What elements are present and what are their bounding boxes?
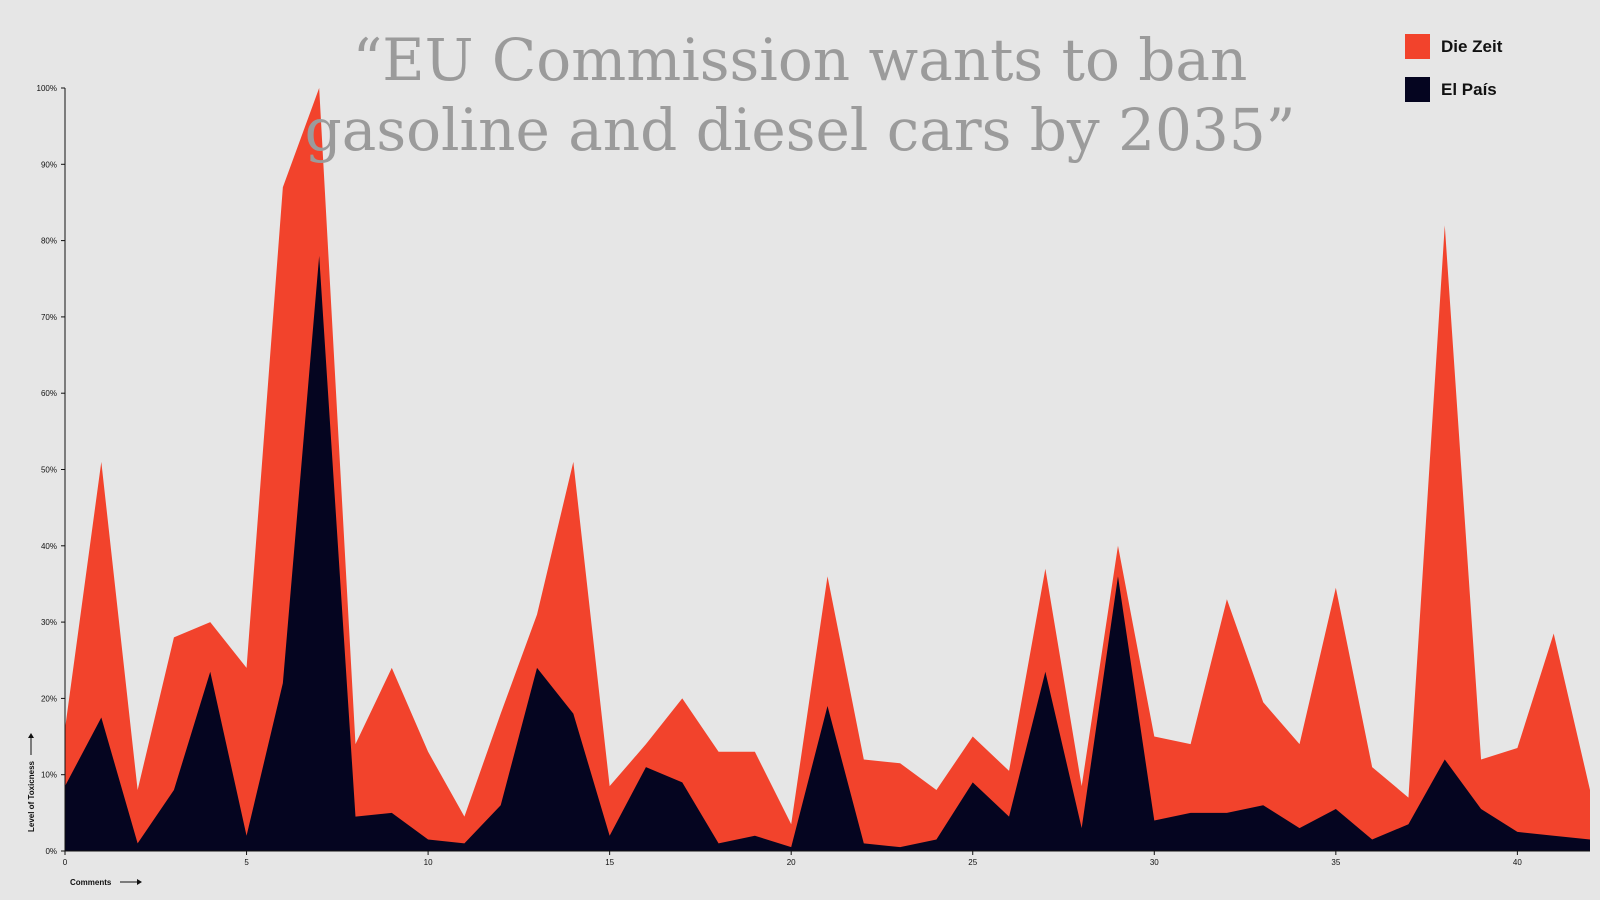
y-tick-label: 20% [41,694,57,703]
legend-swatch-1 [1405,77,1430,102]
legend-label-1: El País [1441,80,1497,99]
y-tick-label: 60% [41,389,57,398]
area-layer [65,88,1590,852]
x-tick-label: 35 [1331,858,1340,867]
x-tick-label: 5 [244,858,249,867]
y-tick-label: 50% [41,466,57,475]
y-tick-label: 0% [45,847,57,856]
chart-title-line-2: gasoline and diesel cars by 2035” [305,96,1296,164]
x-axis-label: Comments [70,878,112,887]
y-tick-label: 40% [41,542,57,551]
x-tick-label: 25 [968,858,977,867]
x-tick-label: 40 [1513,858,1522,867]
y-tick-label: 80% [41,237,57,246]
legend-swatch-0 [1405,34,1430,59]
y-tick-label: 90% [41,160,57,169]
y-tick-label: 30% [41,618,57,627]
y-tick-label: 100% [37,84,57,93]
chart-title-line-1: “EU Commission wants to ban [353,26,1248,94]
y-tick-label: 70% [41,313,57,322]
y-tick-label: 10% [41,771,57,780]
y-axis-label: Level of Toxicness [27,760,36,832]
axes-layer: 0% 10% 20% 30% 40% 50% 60% 70% 80% 90% 100% 0 5 10 15 2… [27,84,1590,887]
legend: Die Zeit El País [1405,34,1503,102]
y-axis-arrow-head [28,733,34,738]
series-area-1 [65,255,1590,852]
legend-label-0: Die Zeit [1441,37,1503,56]
x-axis-arrow-head [137,879,142,885]
x-tick-label: 0 [63,858,68,867]
x-tick-label: 30 [1150,858,1159,867]
x-tick-label: 10 [424,858,433,867]
x-tick-label: 20 [787,858,796,867]
x-tick-label: 15 [605,858,614,867]
chart-title: “EU Commission wants to ban gasoline and… [305,26,1296,164]
